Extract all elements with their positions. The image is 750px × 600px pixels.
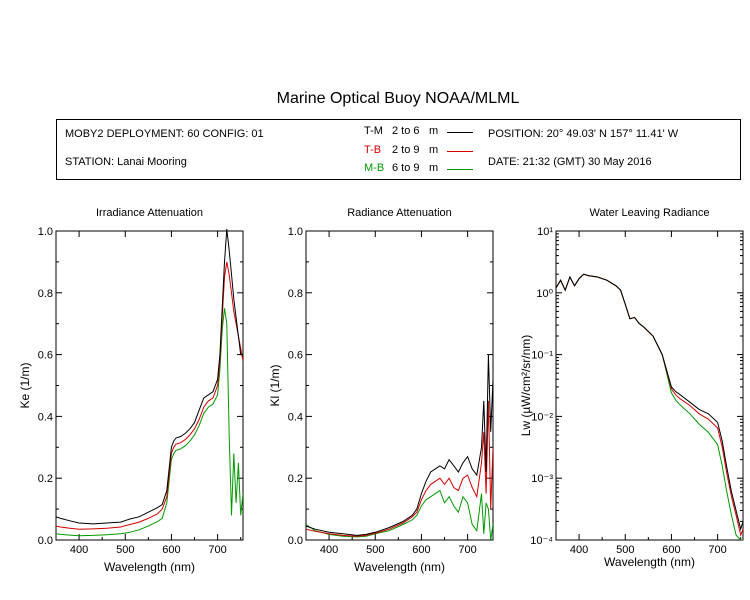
chart-title: Irradiance Attenuation	[96, 207, 203, 219]
legend-range-tb: 2 to 9	[392, 144, 420, 156]
y-tick-label: 10⁻¹	[531, 350, 553, 362]
y-tick-label: 0.4	[38, 411, 53, 423]
x-tick-label: 500	[366, 544, 384, 556]
x-tick-label: 600	[412, 544, 430, 556]
legend-swatch-mb	[447, 169, 473, 170]
legend-tag-mb: M-B	[364, 162, 385, 174]
y-axis-label: Lw (µW/cm²/sr/nm)	[519, 335, 533, 437]
x-tick-label: 500	[116, 544, 134, 556]
position-text: POSITION: 20° 49.03' N 157° 11.41' W	[488, 128, 679, 140]
y-tick-label: 1.0	[288, 226, 303, 238]
y-tick-label: 0.2	[38, 473, 53, 485]
series-line-t-m	[56, 228, 243, 525]
x-tick-label: 700	[208, 544, 226, 556]
series-line-t-b	[306, 400, 493, 537]
y-axis-label: Kl (1/m)	[268, 364, 282, 406]
x-tick-label: 700	[708, 544, 726, 556]
chart-2: Radiance Attenuation 400 500 600 700 0.0 0.2 0.…	[268, 207, 494, 574]
legend-range-tm: 2 to 6	[392, 125, 420, 137]
y-tick-label: 10⁻⁴	[530, 535, 553, 547]
chart-title: Water Leaving Radiance	[589, 207, 709, 219]
x-tick-label: 500	[616, 544, 634, 556]
y-tick-label: 10⁰	[536, 288, 553, 300]
x-tick-label: 600	[162, 544, 180, 556]
series-line-t-m	[306, 354, 493, 536]
y-tick-label: 10⁻²	[531, 411, 553, 423]
legend-unit-tm: m	[429, 125, 439, 137]
plot-frame	[555, 230, 744, 541]
y-tick-label: 0.0	[288, 535, 303, 547]
chart-1: Irradiance Attenuation 400 500 600 700 0.0 0.2…	[18, 207, 244, 574]
y-tick-label: 0.8	[38, 288, 53, 300]
x-tick-label: 400	[70, 544, 88, 556]
x-axis-label: Wavelength (nm)	[604, 555, 695, 569]
page-title: Marine Optical Buoy NOAA/MLML	[276, 90, 520, 107]
legend-tag-tb: T-B	[364, 144, 382, 156]
y-tick-label: 0.6	[288, 350, 303, 362]
chart-3: Water Leaving Radiance 400 500 600 700 10⁻⁴ 10…	[519, 207, 744, 569]
plot-frame	[305, 230, 494, 541]
legend-swatch-tm	[447, 132, 473, 133]
x-tick-label: 700	[458, 544, 476, 556]
series-line-m-b	[56, 308, 243, 537]
x-tick-label: 400	[570, 544, 588, 556]
x-tick-label: 600	[662, 544, 680, 556]
legend-range-mb: 6 to 9	[392, 162, 420, 174]
series-line-m-b	[556, 273, 743, 540]
legend-unit-mb: m	[429, 162, 439, 174]
y-tick-label: 0.2	[288, 473, 303, 485]
x-tick-label: 400	[320, 544, 338, 556]
x-axis-label: Wavelength (nm)	[104, 560, 195, 574]
y-axis-label: Ke (1/m)	[18, 362, 32, 408]
legend-unit-tb: m	[429, 144, 439, 156]
x-axis-label: Wavelength (nm)	[354, 560, 445, 574]
date-text: DATE: 21:32 (GMT) 30 May 2016	[488, 156, 652, 168]
series-line-t-m	[556, 273, 743, 531]
chart-title: Radiance Attenuation	[347, 207, 452, 219]
y-tick-label: 0.6	[38, 350, 53, 362]
series-line-t-b	[556, 273, 743, 537]
legend-swatch-tb	[447, 151, 473, 152]
deployment-text: MOBY2 DEPLOYMENT: 60 CONFIG: 01	[65, 128, 264, 140]
y-tick-label: 10¹	[537, 226, 553, 238]
y-tick-label: 0.8	[288, 288, 303, 300]
y-tick-label: 1.0	[38, 226, 53, 238]
y-tick-label: 10⁻³	[531, 473, 553, 485]
series-line-t-b	[56, 261, 243, 530]
y-tick-label: 0.0	[38, 535, 53, 547]
info-box: MOBY2 DEPLOYMENT: 60 CONFIG: 01 STATION:…	[56, 119, 741, 180]
legend-tag-tm: T-M	[364, 125, 383, 137]
y-tick-label: 0.4	[288, 411, 303, 423]
station-text: STATION: Lanai Mooring	[65, 156, 187, 168]
series-line-m-b	[306, 489, 493, 540]
